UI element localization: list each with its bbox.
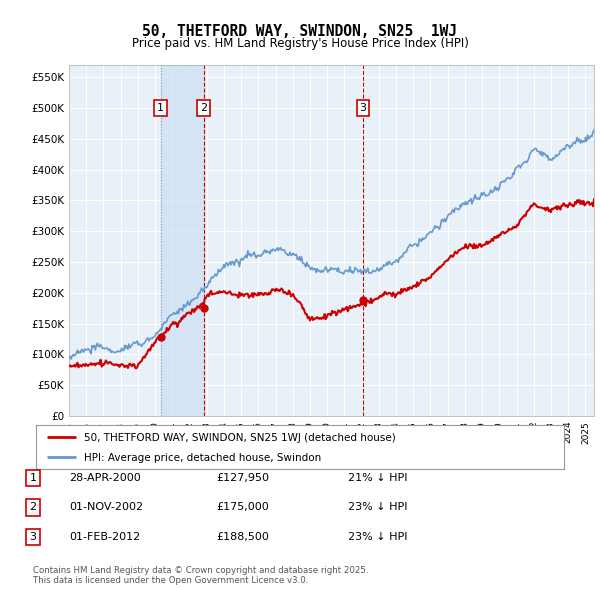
Text: 3: 3: [29, 532, 37, 542]
Text: £175,000: £175,000: [216, 503, 269, 512]
Text: 3: 3: [359, 103, 367, 113]
Text: 1: 1: [157, 103, 164, 113]
Text: 23% ↓ HPI: 23% ↓ HPI: [348, 503, 407, 512]
Bar: [161, 65, 204, 416]
Text: 21% ↓ HPI: 21% ↓ HPI: [348, 473, 407, 483]
Text: 2: 2: [29, 503, 37, 512]
Text: 2: 2: [200, 103, 208, 113]
Text: 23% ↓ HPI: 23% ↓ HPI: [348, 532, 407, 542]
Text: 50, THETFORD WAY, SWINDON, SN25  1WJ: 50, THETFORD WAY, SWINDON, SN25 1WJ: [143, 24, 458, 38]
Text: 1: 1: [29, 473, 37, 483]
Text: HPI: Average price, detached house, Swindon: HPI: Average price, detached house, Swin…: [83, 453, 321, 463]
Text: 01-NOV-2002: 01-NOV-2002: [69, 503, 143, 512]
Text: £188,500: £188,500: [216, 532, 269, 542]
Text: Price paid vs. HM Land Registry's House Price Index (HPI): Price paid vs. HM Land Registry's House …: [131, 37, 469, 50]
Text: 50, THETFORD WAY, SWINDON, SN25 1WJ (detached house): 50, THETFORD WAY, SWINDON, SN25 1WJ (det…: [83, 432, 395, 442]
Text: 28-APR-2000: 28-APR-2000: [69, 473, 141, 483]
Text: 01-FEB-2012: 01-FEB-2012: [69, 532, 140, 542]
Text: Contains HM Land Registry data © Crown copyright and database right 2025.
This d: Contains HM Land Registry data © Crown c…: [33, 566, 368, 585]
Text: £127,950: £127,950: [216, 473, 269, 483]
